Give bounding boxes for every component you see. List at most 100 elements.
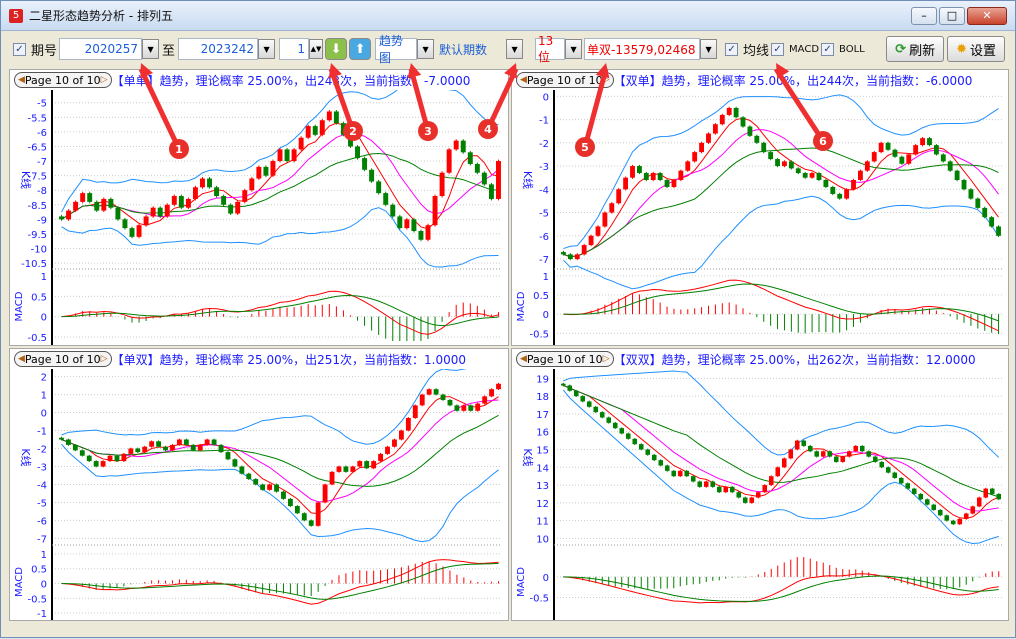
candle <box>612 422 618 429</box>
ma20-line <box>61 152 499 220</box>
prev-page-icon[interactable]: ◀ <box>18 354 25 364</box>
pattern-dropdown-button[interactable]: ▼ <box>700 39 718 59</box>
next-page-icon[interactable]: ▷ <box>100 354 108 364</box>
step-input[interactable]: 1 <box>279 38 310 60</box>
pager[interactable]: ◀ Page 10 of 10 ▷ <box>14 351 112 367</box>
y-tick-label: -2 <box>539 139 549 150</box>
candle <box>73 201 79 211</box>
prev-button[interactable]: ⬆ <box>349 38 372 60</box>
candle <box>390 204 396 217</box>
candle <box>692 152 698 162</box>
next-button[interactable]: ⬇ <box>325 38 348 60</box>
close-button[interactable]: ✕ <box>967 6 1007 25</box>
candle <box>204 439 210 445</box>
boll-lower <box>562 389 999 544</box>
candle <box>440 394 446 400</box>
candle <box>460 140 466 153</box>
y-tick-label: -6 <box>539 232 549 243</box>
candle <box>287 498 293 507</box>
y-tick-label: -5 <box>37 99 47 110</box>
candle <box>350 466 356 472</box>
candle <box>840 456 846 462</box>
from-period-input[interactable]: 2020257 <box>59 38 143 60</box>
candle <box>412 405 418 418</box>
step-spinner[interactable]: ▲▼ <box>309 39 324 59</box>
candle <box>755 492 761 498</box>
candle <box>405 417 411 431</box>
candle <box>185 198 191 208</box>
ma5-line <box>563 384 999 520</box>
candle <box>150 207 156 217</box>
candle <box>623 177 629 190</box>
from-dropdown-button[interactable]: ▼ <box>142 39 160 59</box>
boll-lower <box>563 195 999 290</box>
chart-type-select[interactable]: 趋势图 <box>375 34 418 65</box>
candle <box>574 254 580 260</box>
pattern-select[interactable]: 单双-13579,02468 <box>584 38 701 60</box>
candle <box>913 145 919 155</box>
candle <box>712 124 718 134</box>
maximize-button[interactable]: □ <box>939 6 965 25</box>
to-period-input[interactable]: 2023242 <box>178 38 259 60</box>
y-tick-label: 12 <box>536 499 549 510</box>
candle <box>878 142 884 153</box>
period-mode-dropdown-button[interactable]: ▼ <box>506 39 524 59</box>
to-dropdown-button[interactable]: ▼ <box>258 39 276 59</box>
candle <box>937 509 943 516</box>
candle <box>163 446 168 451</box>
next-page-icon[interactable]: ▷ <box>602 354 610 364</box>
candle <box>439 172 445 197</box>
candle <box>650 173 656 180</box>
period-checkbox[interactable]: ✓ <box>13 42 26 56</box>
candle <box>355 146 360 159</box>
candle <box>142 446 148 453</box>
prev-page-icon[interactable]: ◀ <box>520 75 527 85</box>
candle <box>108 198 114 208</box>
candle <box>115 207 121 220</box>
ma5-line <box>61 396 499 515</box>
candle <box>823 180 829 187</box>
candle <box>933 145 939 155</box>
candle <box>221 196 227 205</box>
candle <box>801 440 807 446</box>
prev-page-icon[interactable]: ◀ <box>520 354 527 364</box>
minimize-button[interactable]: – <box>911 6 937 25</box>
candle <box>762 485 768 493</box>
candle <box>685 161 691 171</box>
next-page-icon[interactable]: ▷ <box>602 75 610 85</box>
next-page-icon[interactable]: ▷ <box>100 75 108 85</box>
candle <box>630 166 635 178</box>
candle <box>697 481 703 487</box>
candle <box>86 455 92 462</box>
prev-page-icon[interactable]: ◀ <box>18 75 25 85</box>
position-select[interactable]: 13位 <box>535 34 566 64</box>
settings-button[interactable]: ✹ 设置 <box>947 36 1005 62</box>
macd-axis-label: MACD <box>516 291 527 321</box>
candle <box>176 439 182 445</box>
chart-panel-1: ◀ Page 10 of 10 ▷ 【单单】趋势，理论概率 25.00%，出243次… <box>9 69 509 346</box>
candlestick-chart: 0 -1 -2 -3 -4 -5 -6 -7 1 0.5 0 -0.5 K线 MACD <box>516 90 1002 345</box>
y-tick-label: -8 <box>37 186 47 197</box>
macd-checkbox[interactable]: ✓ <box>771 42 785 56</box>
candle <box>742 497 748 503</box>
position-dropdown-button[interactable]: ▼ <box>565 39 583 59</box>
refresh-button[interactable]: ⟳ 刷新 <box>886 36 945 62</box>
candle <box>197 444 203 451</box>
candle <box>411 219 417 232</box>
pager[interactable]: ◀ Page 10 of 10 ▷ <box>14 72 112 88</box>
ma-checkbox[interactable]: ✓ <box>725 42 739 56</box>
candle <box>573 390 579 397</box>
candle <box>362 158 368 170</box>
macd-label: MACD <box>789 43 820 55</box>
candle <box>496 161 501 199</box>
boll-lower <box>61 443 499 543</box>
chart-type-dropdown-button[interactable]: ▼ <box>417 39 435 59</box>
period-mode-select[interactable]: 默认期数 <box>439 42 488 57</box>
macd-dea-line <box>563 575 999 602</box>
pager[interactable]: ◀ Page 10 of 10 ▷ <box>516 72 614 88</box>
boll-checkbox[interactable]: ✓ <box>821 42 835 56</box>
period-label: 期号 <box>31 43 58 59</box>
arrow-up-icon: ⬆ <box>354 41 366 57</box>
pager[interactable]: ◀ Page 10 of 10 ▷ <box>516 351 614 367</box>
candle <box>788 161 794 169</box>
